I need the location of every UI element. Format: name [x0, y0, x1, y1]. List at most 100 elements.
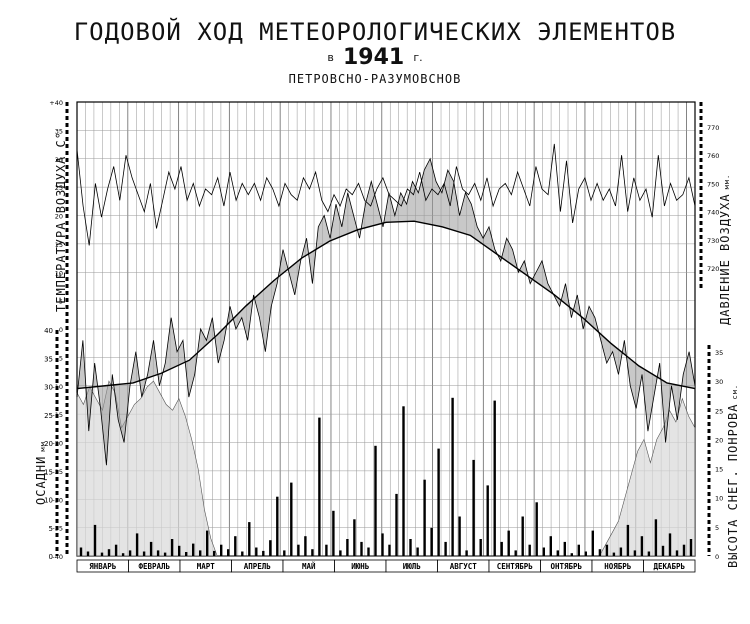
precipitation-bar — [185, 552, 188, 556]
month-label: НОЯБРЬ — [604, 562, 632, 571]
precipitation-bar — [255, 547, 258, 556]
precipitation-bar — [283, 550, 286, 556]
precipitation-bar — [486, 485, 489, 556]
precipitation-bar — [493, 400, 496, 556]
precipitation-bar — [325, 544, 328, 556]
precipitation-bar — [528, 544, 531, 556]
snow-tick-label: 15 — [715, 466, 723, 474]
temperature-tick-label: 10 — [55, 269, 63, 277]
precipitation-bar — [472, 459, 475, 556]
precipitation-bar — [437, 448, 440, 556]
precipitation-tick-label: 40 — [44, 327, 53, 335]
pressure-tick-label: 740 — [707, 209, 719, 217]
precipitation-bar — [241, 551, 244, 556]
precipitation-bar — [388, 544, 391, 556]
temperature-tick-label: 15 — [55, 241, 63, 249]
precipitation-bar — [114, 544, 118, 556]
precipitation-bar — [521, 516, 524, 556]
precipitation-bar — [500, 541, 503, 556]
chart-title: ГОДОВОЙ ХОД МЕТЕОРОЛОГИЧЕСКИХ ЭЛЕМЕНТОВ — [73, 18, 677, 46]
precipitation-bar — [304, 536, 307, 556]
pressure-axis-label: ДАВЛЕНИЕ ВОЗДУХАмм. — [718, 173, 732, 325]
precipitation-bar — [626, 524, 630, 556]
precipitation-bar — [178, 545, 181, 556]
precipitation-tick-label: 0 — [49, 553, 53, 561]
temperature-tick-label: 30 — [55, 156, 63, 164]
precipitation-bar — [121, 553, 125, 556]
precipitation-bar — [170, 539, 174, 556]
month-label: МАРТ — [197, 562, 216, 571]
precipitation-bar — [619, 547, 623, 556]
precipitation-bar — [430, 527, 433, 557]
month-label: АВГУСТ — [450, 562, 478, 571]
precipitation-bar — [647, 551, 651, 556]
precipitation-bar — [654, 519, 658, 556]
month-label: ФЕВРАЛЬ — [138, 562, 170, 571]
precipitation-bar — [465, 550, 468, 556]
month-label: АПРЕЛЬ — [244, 562, 272, 571]
precipitation-bar — [142, 551, 146, 556]
precipitation-bar — [269, 540, 272, 556]
precipitation-bar — [311, 549, 314, 556]
precipitation-bar — [346, 539, 349, 556]
year-prefix: в — [327, 51, 334, 64]
month-label: МАЙ — [302, 562, 316, 571]
month-label: СЕНТЯБРЬ — [497, 562, 534, 571]
snow-tick-label: 35 — [715, 349, 723, 357]
precipitation-bar — [353, 519, 356, 556]
snow-axis-label: ВЫСОТА СНЕГ. ПОНРОВАсм. — [726, 383, 740, 568]
precipitation-bar — [458, 516, 461, 556]
normal-temperature-line — [76, 220, 696, 390]
month-cell — [643, 559, 696, 573]
precipitation-tick-label: 5 — [49, 525, 53, 533]
precipitation-bar — [542, 547, 545, 556]
month-label: ИЮНЬ — [351, 562, 370, 571]
month-label: ЯНВАРЬ — [89, 562, 117, 571]
precipitation-bar — [156, 550, 160, 556]
precipitation-bar — [570, 553, 573, 556]
month-axis: ЯНВАРЬ ФЕВРАЛЬ МАРТ АПРЕЛЬ МАЙ ИЮНЬ ИЮЛЬ АВГУСТ… — [76, 559, 696, 573]
precipitation-bar — [549, 536, 552, 556]
temperature-tick-label: -5 — [57, 354, 63, 362]
snow-tick-label: 30 — [715, 378, 723, 386]
precipitation-bar — [262, 550, 265, 556]
precipitation-axis-label: ОСАДНИмм — [34, 441, 48, 505]
pressure-line — [76, 143, 696, 246]
temperature-axis-label: ТЕМПЕРАТУРА ВОЗДУХА С° — [54, 131, 68, 312]
precipitation-bar — [332, 510, 335, 556]
precipitation-bar — [409, 539, 412, 556]
snow-tick-label: 25 — [715, 407, 723, 415]
precipitation-bar — [79, 547, 83, 556]
chart-year: 1941 — [342, 45, 405, 70]
precipitation-bar — [444, 541, 447, 556]
temperature-tick-label: +40 — [49, 99, 63, 107]
precipitation-axis: 40 35 30 25 20 15 10 5 0 — [44, 327, 59, 561]
precipitation-tick-label: 15 — [44, 468, 53, 476]
pressure-tick-label: 770 — [707, 124, 719, 132]
pressure-axis: 770 760 750 740 730 720 — [699, 102, 719, 290]
precipitation-bar — [689, 539, 693, 556]
precipitation-bar — [535, 502, 538, 556]
precipitation-bar — [675, 550, 679, 556]
pressure-tick-label: 730 — [707, 237, 719, 245]
temperature-anomaly-area — [77, 158, 695, 466]
precipitation-tick-label: 35 — [44, 355, 53, 363]
precipitation-bars — [79, 397, 693, 557]
precipitation-tick-label: 10 — [44, 497, 53, 505]
snow-cover-area — [76, 380, 696, 557]
precipitation-bar — [563, 541, 566, 556]
temperature-tick-label: -40 — [52, 553, 63, 561]
precipitation-bar — [514, 550, 517, 556]
precipitation-bar — [213, 550, 216, 556]
snow-tick-label: 10 — [715, 495, 723, 503]
precipitation-bar — [248, 522, 251, 556]
precipitation-bar — [640, 536, 644, 556]
precipitation-bar — [423, 479, 426, 556]
precipitation-bar — [149, 541, 153, 556]
precipitation-bar — [605, 544, 609, 556]
precipitation-bar — [598, 549, 602, 556]
temperature-tick-label: 25 — [55, 184, 63, 192]
pressure-tick-label: 750 — [707, 180, 719, 188]
precipitation-bar — [612, 552, 616, 556]
chart-subtitle: ПЕТРОВСНО-РАЗУМОВСНОВ — [288, 72, 462, 86]
